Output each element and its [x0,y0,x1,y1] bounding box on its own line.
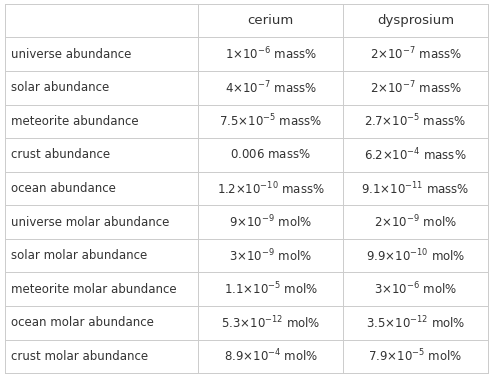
Text: $3.5{\times}10^{-12}$ mol%: $3.5{\times}10^{-12}$ mol% [366,314,465,331]
Text: ocean abundance: ocean abundance [11,182,116,195]
Text: $9.9{\times}10^{-10}$ mol%: $9.9{\times}10^{-10}$ mol% [366,247,465,264]
Text: $0.006$ mass%: $0.006$ mass% [230,149,311,161]
Text: meteorite molar abundance: meteorite molar abundance [11,283,176,296]
Text: solar molar abundance: solar molar abundance [11,249,147,262]
Text: $2{\times}10^{-9}$ mol%: $2{\times}10^{-9}$ mol% [374,214,457,230]
Text: $2{\times}10^{-7}$ mass%: $2{\times}10^{-7}$ mass% [370,80,461,96]
Text: $3{\times}10^{-9}$ mol%: $3{\times}10^{-9}$ mol% [229,247,312,264]
Text: solar abundance: solar abundance [11,81,109,94]
Text: $6.2{\times}10^{-4}$ mass%: $6.2{\times}10^{-4}$ mass% [364,147,467,163]
Text: $1.2{\times}10^{-10}$ mass%: $1.2{\times}10^{-10}$ mass% [217,180,324,197]
Text: $5.3{\times}10^{-12}$ mol%: $5.3{\times}10^{-12}$ mol% [221,314,320,331]
Text: cerium: cerium [247,14,294,27]
Text: $4{\times}10^{-7}$ mass%: $4{\times}10^{-7}$ mass% [225,80,317,96]
Text: crust abundance: crust abundance [11,149,110,161]
Text: $3{\times}10^{-6}$ mol%: $3{\times}10^{-6}$ mol% [374,281,457,297]
Text: $7.9{\times}10^{-5}$ mol%: $7.9{\times}10^{-5}$ mol% [368,348,463,365]
Text: $9{\times}10^{-9}$ mol%: $9{\times}10^{-9}$ mol% [229,214,312,230]
Text: ocean molar abundance: ocean molar abundance [11,316,154,329]
Text: $1{\times}10^{-6}$ mass%: $1{\times}10^{-6}$ mass% [225,46,317,63]
Text: $1.1{\times}10^{-5}$ mol%: $1.1{\times}10^{-5}$ mol% [223,281,318,297]
Text: $7.5{\times}10^{-5}$ mass%: $7.5{\times}10^{-5}$ mass% [219,113,322,130]
Text: meteorite abundance: meteorite abundance [11,115,139,128]
Text: dysprosium: dysprosium [377,14,454,27]
Text: $2{\times}10^{-7}$ mass%: $2{\times}10^{-7}$ mass% [370,46,461,63]
Text: universe molar abundance: universe molar abundance [11,216,169,228]
Text: $2.7{\times}10^{-5}$ mass%: $2.7{\times}10^{-5}$ mass% [364,113,467,130]
Text: crust molar abundance: crust molar abundance [11,350,148,363]
Text: $9.1{\times}10^{-11}$ mass%: $9.1{\times}10^{-11}$ mass% [361,180,470,197]
Text: $8.9{\times}10^{-4}$ mol%: $8.9{\times}10^{-4}$ mol% [223,348,318,365]
Text: universe abundance: universe abundance [11,48,131,61]
